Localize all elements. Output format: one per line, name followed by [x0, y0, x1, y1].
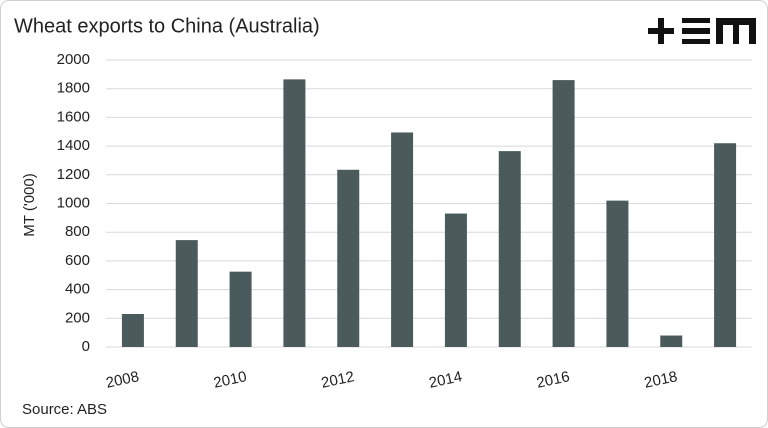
y-tick-label: 1600	[57, 108, 90, 125]
x-tick-label: 2014	[427, 368, 463, 392]
bar	[229, 271, 252, 347]
bar	[337, 169, 360, 347]
y-tick-label: 0	[82, 338, 90, 355]
y-tick-label: 2000	[57, 51, 90, 68]
bar	[391, 132, 414, 347]
bar	[714, 143, 737, 347]
source: Source: ABS	[22, 401, 107, 418]
y-tick-label: 200	[65, 309, 90, 326]
y-tick-label: 800	[65, 223, 90, 240]
chart-title: Wheat exports to China (Australia)	[14, 15, 320, 37]
x-tick-label: 2012	[320, 368, 356, 392]
y-tick-label: 1400	[57, 137, 90, 154]
x-tick-label: 2016	[535, 368, 571, 392]
x-tick-label: 2018	[643, 368, 679, 392]
bar	[121, 313, 144, 347]
bar	[175, 240, 198, 347]
bar	[498, 151, 521, 347]
x-tick-label: 2008	[104, 368, 140, 392]
y-tick-label: 600	[65, 252, 90, 269]
bar	[444, 213, 467, 347]
bar	[606, 200, 629, 347]
y-tick-label: 1200	[57, 166, 90, 183]
bar	[283, 79, 306, 347]
y-tick-label: 1800	[57, 80, 90, 97]
y-tick-label: 1000	[57, 194, 90, 211]
y-tick-label: 400	[65, 281, 90, 298]
x-tick-label: 2010	[212, 368, 248, 392]
logo	[648, 18, 756, 44]
bar	[660, 335, 683, 347]
bar	[552, 80, 575, 347]
y-axis-label: MT ('000)	[21, 173, 38, 236]
